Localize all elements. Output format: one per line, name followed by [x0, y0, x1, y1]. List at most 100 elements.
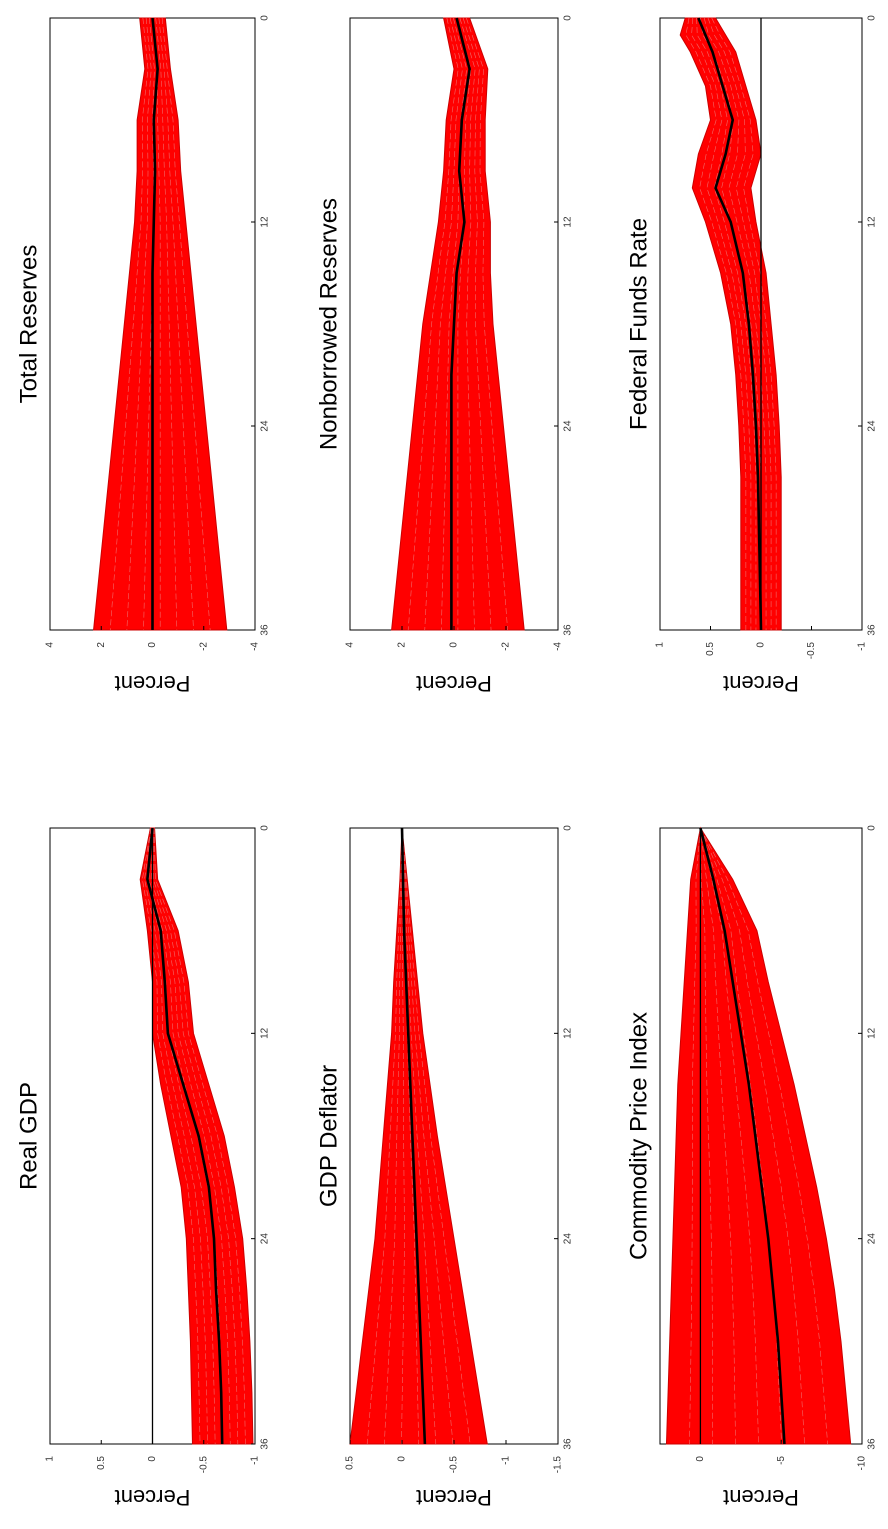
- gdp-deflator-draw-line: [384, 827, 403, 1445]
- gdp-deflator-draw-line: [401, 827, 454, 1445]
- total-reserves-ytick-label: -4: [250, 642, 261, 651]
- federal-funds-rate-median-line: [697, 17, 763, 631]
- federal-funds-rate-draw-line: [685, 17, 747, 630]
- commodity-price-index-draw-line: [700, 827, 805, 1445]
- real-gdp-draw-line: [142, 827, 201, 1445]
- gdp-deflator-ytick-label: -1: [501, 1456, 512, 1465]
- nonborrowed-reserves-draw-line: [462, 17, 492, 631]
- commodity-price-index-title: Commodity Price Index: [625, 1012, 652, 1260]
- gdp-deflator-panel: 0 12 24 36 0.5 0 -0.5 -1 -1.5 Percent GDP Deflator: [315, 825, 573, 1510]
- nonborrowed-reserves-draw-line: [456, 17, 472, 630]
- commodity-price-index-draw-line: [700, 827, 713, 1444]
- gdp-deflator-draw-line: [401, 827, 437, 1445]
- commodity-price-index-ytick-label: 0: [695, 1456, 706, 1462]
- real-gdp-draw-line: [144, 827, 208, 1445]
- commodity-price-index-confidence-band: [665, 826, 852, 1445]
- federal-funds-rate-title: Federal Funds Rate: [625, 218, 652, 430]
- commodity-price-index-draw-line: [700, 827, 759, 1445]
- federal-funds-rate-xtick-label: 36: [867, 624, 878, 636]
- nonborrowed-reserves-ylabel: Percent: [416, 671, 492, 696]
- real-gdp-xtick-label: 12: [260, 1027, 271, 1039]
- federal-funds-rate-draw-line: [707, 17, 772, 630]
- total-reserves-xtick-label: 0: [260, 15, 271, 21]
- nonborrowed-reserves-ytick-label: 4: [345, 642, 356, 648]
- federal-funds-rate-draw-line: [711, 17, 777, 630]
- real-gdp-ytick-label: 0.5: [96, 1456, 107, 1470]
- total-reserves-xtick-label: 24: [260, 420, 271, 432]
- gdp-deflator-xtick-label: 36: [563, 1438, 574, 1450]
- federal-funds-rate-panel: 0 12 24 36 1 0.5 0 -0.5 -1 Percent Federal Funds R…: [625, 15, 877, 696]
- federal-funds-rate-draw-line: [691, 17, 752, 630]
- real-gdp-xtick-label: 36: [260, 1438, 271, 1450]
- federal-funds-rate-xtick-label: 0: [867, 15, 878, 21]
- gdp-deflator-ytick-label: 0.5: [345, 1456, 356, 1470]
- nonborrowed-reserves-ytick-label: 2: [397, 642, 408, 648]
- federal-funds-rate-ytick-label: 0.5: [705, 642, 716, 656]
- gdp-deflator-xtick-label: 12: [563, 1027, 574, 1039]
- federal-funds-rate-ytick-label: -1: [857, 642, 868, 651]
- total-reserves-ytick-label: -2: [198, 642, 209, 651]
- gdp-deflator-xtick-label: 0: [563, 825, 574, 831]
- commodity-price-index-xtick-label: 0: [867, 825, 878, 831]
- commodity-price-index-median-line: [699, 827, 786, 1445]
- real-gdp-xtick-label: 0: [260, 825, 271, 831]
- commodity-price-index-draw-line: [700, 827, 828, 1445]
- nonborrowed-reserves-draw-line: [466, 17, 508, 631]
- total-reserves-xtick-label: 12: [260, 216, 271, 228]
- commodity-price-index-draw-line: [700, 827, 736, 1445]
- gdp-deflator-ytick-label: -0.5: [449, 1456, 460, 1474]
- total-reserves-draw-line: [109, 17, 149, 631]
- federal-funds-rate-ylabel: Percent: [723, 671, 799, 696]
- commodity-price-index-ytick-label: -10: [857, 1456, 868, 1471]
- federal-funds-rate-draw-line: [703, 17, 767, 630]
- federal-funds-rate-ytick-label: -0.5: [806, 642, 817, 660]
- gdp-deflator-ytick-label: 0: [397, 1456, 408, 1462]
- commodity-price-index-ytick-label: -5: [776, 1456, 787, 1465]
- real-gdp-ytick-label: 1: [45, 1456, 56, 1462]
- gdp-deflator-title: GDP Deflator: [315, 1065, 342, 1207]
- total-reserves-ytick-label: 2: [96, 642, 107, 648]
- total-reserves-title: Total Reserves: [15, 245, 42, 404]
- gdp-deflator-draw-line: [401, 827, 405, 1445]
- real-gdp-panel: 0 12 24 36 1 0.5 0 -0.5 -1 Percent Real GDP: [15, 825, 270, 1510]
- nonborrowed-reserves-ytick-label: -4: [553, 642, 564, 651]
- real-gdp-draw-line: [148, 827, 224, 1445]
- real-gdp-median-line: [146, 827, 224, 1445]
- real-gdp-ytick-label: -1: [250, 1456, 261, 1465]
- nonborrowed-reserves-ytick-label: 0: [449, 642, 460, 648]
- nonborrowed-reserves-title: Nonborrowed Reserves: [315, 198, 342, 450]
- total-reserves-draw-line: [152, 17, 161, 630]
- federal-funds-rate-xtick-label: 12: [867, 216, 878, 228]
- nonborrowed-reserves-xtick-label: 0: [563, 15, 574, 21]
- total-reserves-draw-line: [155, 17, 178, 631]
- nonborrowed-reserves-xtick-label: 24: [563, 420, 574, 432]
- nonborrowed-reserves-draw-line: [459, 17, 476, 631]
- nonborrowed-reserves-xtick-label: 36: [563, 624, 574, 636]
- real-gdp-draw-line: [150, 827, 231, 1445]
- real-gdp-ytick-label: 0: [147, 1456, 158, 1462]
- gdp-deflator-ylabel: Percent: [416, 1485, 492, 1510]
- nonborrowed-reserves-xtick-label: 12: [563, 216, 574, 228]
- gdp-deflator-draw-line: [366, 827, 403, 1445]
- real-gdp-draw-line: [153, 827, 246, 1445]
- real-gdp-ytick-label: -0.5: [198, 1456, 209, 1474]
- federal-funds-rate-ytick-label: 1: [655, 642, 666, 648]
- total-reserves-ytick-label: 4: [45, 642, 56, 648]
- nonborrowed-reserves-ytick-label: -2: [501, 642, 512, 651]
- gdp-deflator-draw-line: [401, 827, 471, 1445]
- gdp-deflator-ytick-label: -1.5: [553, 1456, 564, 1474]
- total-reserves-xtick-label: 36: [260, 624, 271, 636]
- commodity-price-index-xtick-label: 12: [867, 1027, 878, 1039]
- commodity-price-index-panel: 0 12 24 36 0 -5 -10 Percent Commodity Price Inde…: [625, 825, 877, 1510]
- real-gdp-title: Real GDP: [15, 1082, 42, 1190]
- total-reserves-draw-line: [161, 17, 211, 631]
- total-reserves-draw-line: [126, 17, 152, 631]
- real-gdp-ylabel: Percent: [115, 1485, 191, 1510]
- real-gdp-draw-line: [152, 827, 239, 1445]
- total-reserves-ylabel: Percent: [115, 671, 191, 696]
- total-reserves-median-line: [151, 17, 159, 630]
- gdp-deflator-xtick-label: 24: [563, 1233, 574, 1245]
- nonborrowed-reserves-draw-line: [424, 17, 463, 631]
- gdp-deflator-median-line: [400, 827, 427, 1445]
- nonborrowed-reserves-panel: 0 12 24 36 4 2 0 -2 -4 Percent Nonborrowed Reserve…: [315, 15, 573, 696]
